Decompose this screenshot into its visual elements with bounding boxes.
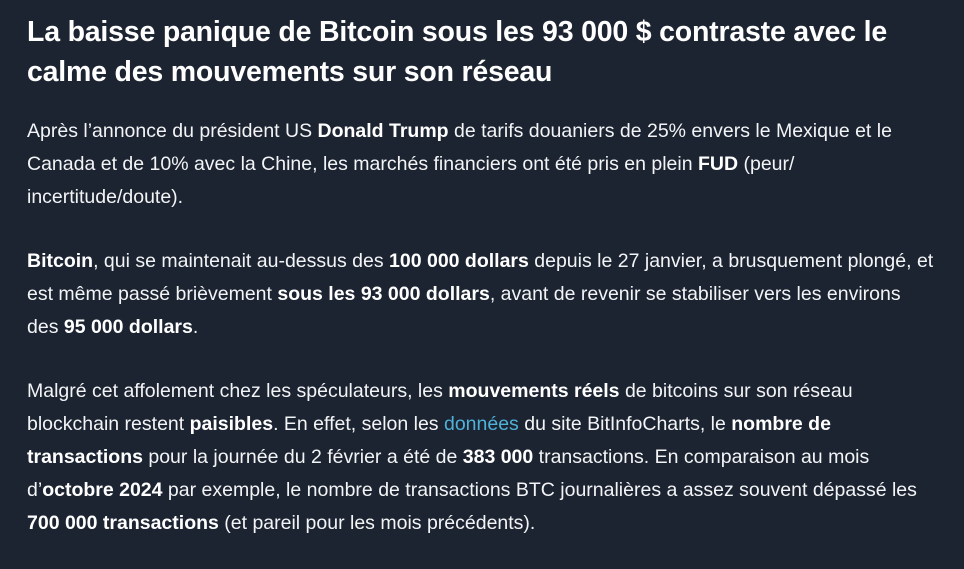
bold-text: 700 000 transactions <box>27 512 219 534</box>
bold-text: mouvements réels <box>448 380 620 402</box>
bold-text: 100 000 dollars <box>389 250 529 272</box>
text-segment: transactions. En comparaison au mois d’ <box>27 446 870 501</box>
data-source-link[interactable]: données <box>443 413 519 435</box>
text-segment: du site BitInfoCharts, le <box>518 413 732 435</box>
bold-text: Donald Trump <box>317 120 449 142</box>
bold-text: Bitcoin <box>27 250 94 272</box>
text-segment: (peur/ incertitude/doute). <box>27 153 795 208</box>
bold-text: octobre 2024 <box>42 479 163 501</box>
text-segment: , avant de revenir se stabiliser vers le… <box>27 283 901 338</box>
text-segment: depuis le 27 janvier, a brusquement plon… <box>27 250 934 305</box>
text-segment: de tarifs douaniers de 25% envers le Mex… <box>27 120 892 175</box>
bold-text: 95 000 dollars <box>63 316 193 338</box>
bold-text: nombre de transactions <box>27 413 831 468</box>
bold-text: 383 000 <box>462 446 534 468</box>
text-segment: . <box>192 316 199 338</box>
bold-text: sous les 93 000 dollars <box>277 283 490 305</box>
text-segment: par exemple, le nombre de transactions B… <box>162 479 917 501</box>
article: La baisse panique de Bitcoin sous les 93… <box>27 16 936 540</box>
text-segment: pour la journée du 2 février a été de <box>142 446 463 468</box>
text-segment: . En effet, selon les <box>273 413 444 435</box>
paragraph-tariffs: Après l’annonce du président US Donald T… <box>27 115 936 214</box>
article-title: La baisse panique de Bitcoin sous les 93… <box>27 16 887 88</box>
bold-text: FUD <box>697 153 739 175</box>
text-segment: , qui se maintenait au-dessus des <box>93 250 390 272</box>
paragraph-bitcoin-price: Bitcoin, qui se maintenait au-dessus des… <box>27 245 936 344</box>
text-segment: Après l’annonce du président US <box>27 120 318 142</box>
bold-text: paisibles <box>189 413 274 435</box>
text-segment: de bitcoins sur son réseau blockchain re… <box>27 380 853 435</box>
text-segment: Malgré cet affolement chez les spéculate… <box>27 380 449 402</box>
text-segment: (et pareil pour les mois précédents). <box>218 512 536 534</box>
paragraph-network-activity: Malgré cet affolement chez les spéculate… <box>27 375 936 540</box>
